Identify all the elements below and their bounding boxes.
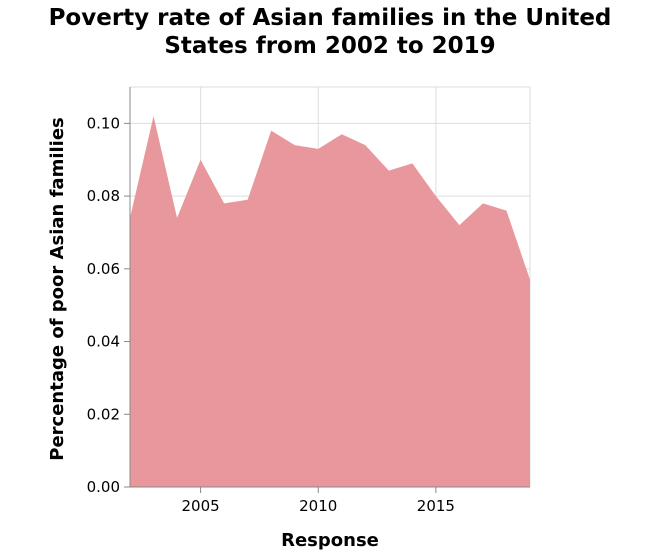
y-axis-title: Percentage of poor Asian families [47,117,68,461]
y-tick-label-4: 0.08 [87,187,120,205]
axes [124,87,530,493]
x-tick-label-1: 2010 [299,497,337,515]
chart-title-line-2: States from 2002 to 2019 [164,33,496,59]
area-series [130,116,530,487]
chart-title-line-1: Poverty rate of Asian families in the Un… [48,5,612,31]
x-tick-label-2: 2015 [417,497,455,515]
chart-title: Poverty rate of Asian families in the Un… [0,4,660,60]
x-axis-title: Response [281,530,379,551]
y-tick-label-5: 0.10 [87,114,120,132]
y-tick-label-0: 0.00 [87,478,120,496]
x-tick-label-0: 2005 [181,497,219,515]
y-tick-label-1: 0.02 [87,405,120,423]
data-area [130,116,530,487]
y-tick-label-3: 0.06 [87,260,120,278]
tick-labels: 0.00 0.02 0.04 0.06 0.08 0.10 2005 2010 2015 [87,114,455,515]
y-tick-label-2: 0.04 [87,333,120,351]
